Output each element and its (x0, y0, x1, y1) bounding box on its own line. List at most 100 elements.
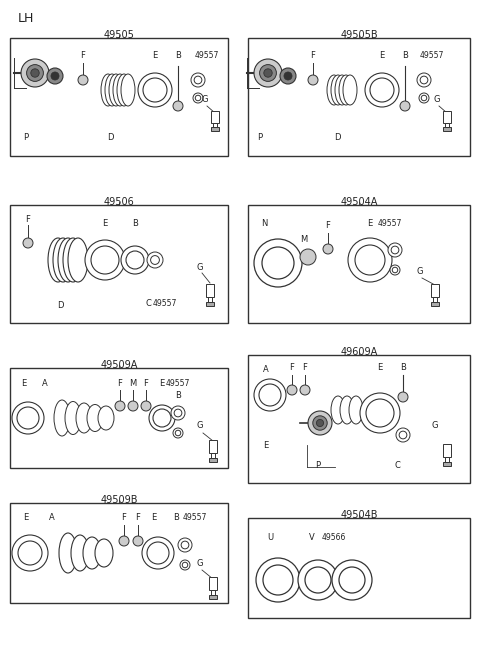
Bar (431, 284, 439, 297)
Ellipse shape (331, 75, 345, 105)
Circle shape (175, 430, 181, 436)
Bar (209, 440, 217, 453)
Text: E: E (159, 379, 165, 388)
Circle shape (300, 249, 316, 265)
Circle shape (370, 78, 394, 102)
Bar (209, 458, 217, 462)
Ellipse shape (53, 238, 73, 282)
Bar (213, 122, 217, 127)
Text: F: F (135, 514, 141, 523)
Bar (10, 38, 228, 156)
Circle shape (420, 76, 428, 84)
Text: A: A (42, 379, 48, 388)
Text: D: D (57, 301, 63, 310)
Text: LH: LH (18, 12, 35, 25)
Circle shape (51, 72, 59, 80)
Text: F: F (144, 379, 148, 388)
Circle shape (262, 247, 294, 279)
Circle shape (171, 406, 185, 420)
Circle shape (287, 385, 297, 395)
Bar (10, 503, 228, 603)
Bar (443, 462, 451, 466)
Text: F: F (121, 514, 126, 523)
Circle shape (400, 101, 410, 111)
Text: C: C (145, 299, 151, 307)
Circle shape (254, 379, 286, 411)
Text: F: F (118, 379, 122, 388)
Text: V: V (309, 534, 315, 542)
Bar (248, 38, 470, 156)
Bar (10, 205, 228, 323)
Circle shape (142, 537, 174, 569)
Circle shape (421, 95, 427, 101)
Circle shape (91, 246, 119, 274)
Circle shape (264, 69, 272, 77)
Ellipse shape (109, 74, 123, 106)
Text: M: M (300, 236, 308, 244)
Bar (209, 577, 217, 590)
Circle shape (141, 401, 151, 411)
Ellipse shape (121, 74, 135, 106)
Circle shape (417, 73, 431, 87)
Text: G: G (202, 96, 208, 105)
Bar (10, 368, 228, 468)
Circle shape (254, 239, 302, 287)
Circle shape (47, 68, 63, 84)
Circle shape (300, 385, 310, 395)
Circle shape (391, 246, 399, 254)
Ellipse shape (343, 75, 357, 105)
Circle shape (151, 255, 159, 265)
Text: 49557: 49557 (378, 219, 402, 227)
Bar (209, 595, 217, 599)
Circle shape (305, 567, 331, 593)
Text: 49557: 49557 (153, 299, 177, 307)
Circle shape (31, 69, 39, 77)
Text: 49557: 49557 (166, 379, 190, 388)
Text: 49505: 49505 (104, 30, 134, 40)
Circle shape (308, 411, 332, 435)
Text: G: G (197, 422, 203, 430)
Text: G: G (197, 263, 203, 272)
Circle shape (138, 73, 172, 107)
Circle shape (126, 251, 144, 269)
Text: A: A (263, 365, 269, 375)
Text: E: E (102, 219, 108, 227)
Circle shape (191, 73, 205, 87)
Text: 49506: 49506 (104, 197, 134, 207)
Text: U: U (267, 534, 273, 542)
Text: 49509A: 49509A (100, 360, 138, 370)
Circle shape (316, 419, 324, 426)
Bar (444, 457, 449, 462)
Text: N: N (261, 219, 267, 227)
Circle shape (147, 542, 169, 564)
Ellipse shape (349, 396, 363, 424)
Ellipse shape (54, 400, 70, 436)
Circle shape (419, 93, 429, 103)
Text: 49609A: 49609A (340, 347, 378, 357)
Circle shape (26, 65, 43, 81)
Ellipse shape (105, 74, 119, 106)
Bar (445, 122, 449, 127)
Text: F: F (289, 364, 294, 373)
Circle shape (339, 567, 365, 593)
Text: F: F (311, 52, 315, 60)
Text: B: B (173, 514, 179, 523)
Ellipse shape (339, 75, 353, 105)
Bar (211, 111, 219, 122)
Ellipse shape (68, 238, 88, 282)
Text: D: D (334, 134, 340, 143)
Circle shape (355, 245, 385, 275)
Ellipse shape (117, 74, 131, 106)
Circle shape (180, 560, 190, 570)
Text: 49557: 49557 (183, 514, 207, 523)
Bar (211, 453, 216, 458)
Ellipse shape (95, 539, 113, 567)
Text: E: E (151, 514, 156, 523)
Text: 49504A: 49504A (340, 197, 378, 207)
Circle shape (182, 562, 188, 568)
Text: D: D (107, 134, 113, 143)
Circle shape (260, 65, 276, 81)
Circle shape (17, 407, 39, 429)
Circle shape (263, 565, 293, 595)
Text: E: E (377, 364, 383, 373)
